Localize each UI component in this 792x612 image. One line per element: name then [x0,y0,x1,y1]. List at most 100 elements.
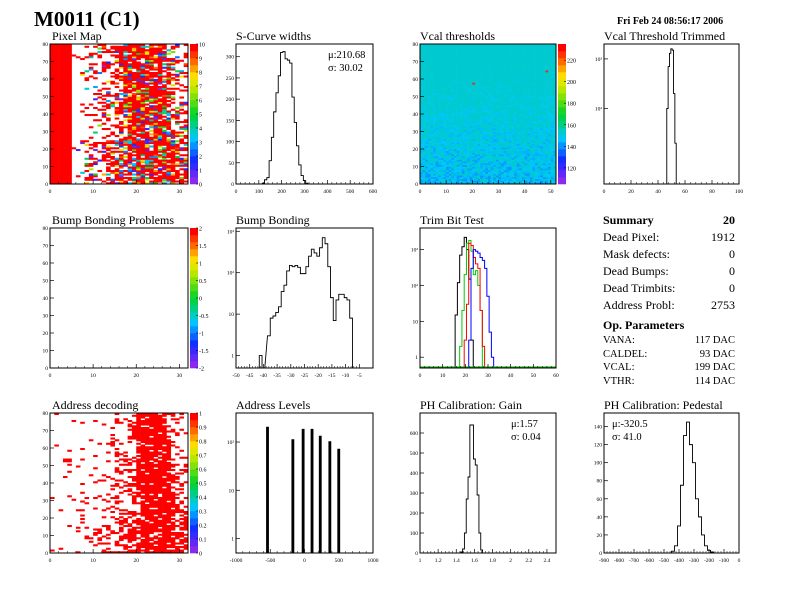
heatmap-cell [511,180,515,183]
heatmap-cell [514,108,518,111]
heatmap-cell [503,65,507,68]
heatmap-cell [448,136,452,139]
heatmap-cell [183,63,189,66]
heatmap-cell [519,140,523,143]
heatmap-cell [446,124,450,127]
heatmap-cell [438,49,442,52]
heatmap-cell [153,173,159,176]
heatmap-cell [440,159,444,162]
heatmap-cell [438,138,442,141]
heatmap-cell [511,51,515,54]
heatmap-cell [516,136,520,139]
heatmap-cell [440,110,444,113]
heatmap-cell [461,122,465,125]
heatmap-cell [495,100,499,103]
heatmap-cell [430,177,434,180]
heatmap-cell [435,47,439,50]
heatmap-cell [448,150,452,153]
heatmap-cell [522,100,525,103]
heatmap-cell [477,66,481,69]
heatmap-cell [420,161,423,164]
heatmap-cell [149,133,154,136]
heatmap-cell [495,51,499,54]
heatmap-cell [123,108,128,111]
heatmap-cell [467,166,470,169]
heatmap-cell [488,66,491,69]
heatmap-cell [179,164,184,167]
heatmap-cell [448,77,452,80]
heatmap-cell [508,142,512,145]
heatmap-cell [425,79,429,82]
heatmap-cell [430,47,434,50]
heatmap-cell [84,77,90,80]
heatmap-cell [157,66,163,69]
y-tick-label: 0 [231,182,234,188]
heatmap-cell [433,105,436,108]
heatmap-cell [420,51,423,54]
heatmap-cell [467,159,470,162]
heatmap-cell [438,114,442,117]
heatmap-cell [440,70,444,73]
heatmap-cell [58,114,64,117]
heatmap-cell [495,133,499,136]
heatmap-cell [480,149,484,152]
heatmap-cell [519,164,523,167]
heatmap-cell [472,161,476,164]
heatmap-cell [493,107,497,110]
heatmap-cell [488,170,491,173]
heatmap-cell [459,164,463,167]
heatmap-cell [166,135,172,138]
heatmap-cell [131,140,137,143]
heatmap-cell [506,70,510,73]
heatmap-cell [136,105,141,108]
heatmap-cell [493,168,497,171]
heatmap-cell [474,126,478,129]
heatmap-cell [448,119,452,122]
heatmap-cell [490,131,494,134]
heatmap-cell [454,147,457,150]
heatmap-cell [433,161,436,164]
heatmap-cell [498,177,502,180]
heatmap-cell [498,124,502,127]
heatmap-cell [474,91,478,94]
heatmap-cell [514,45,518,48]
heatmap-cell [480,96,484,99]
heatmap-cell [508,164,512,167]
palette-swatch [190,107,198,115]
heatmap-cell [482,121,486,124]
heatmap-cell [425,82,429,85]
heatmap-cell [435,98,439,101]
heatmap-cell [448,75,452,78]
heatmap-cell [482,149,486,152]
heatmap-cell [162,154,167,157]
heatmap-cell [482,177,486,180]
heatmap-cell [451,101,455,104]
heatmap-cell [490,105,494,108]
heatmap-cell [67,168,72,171]
heatmap-cell [454,94,457,97]
heatmap-cell [440,143,444,146]
heatmap-cell [123,51,128,54]
heatmap-cell [501,124,504,127]
heatmap-cell [119,131,124,134]
heatmap-cell [464,121,468,124]
heatmap-cell [153,157,159,160]
heatmap-cell [464,115,468,118]
heatmap-cell [485,159,489,162]
heatmap-cell [498,51,502,54]
heatmap-cell [438,142,442,145]
heatmap-cell [50,129,55,132]
heatmap-cell [511,73,515,76]
heatmap-cell [58,173,64,176]
heatmap-cell [501,136,504,139]
heatmap-cell [170,159,176,162]
heatmap-cell [123,61,128,64]
heatmap-cell [149,119,154,122]
heatmap-cell [435,73,439,76]
heatmap-cell [170,61,176,64]
heatmap-cell [522,84,525,87]
heatmap-cell [153,166,159,169]
heatmap-cell [62,175,68,178]
heatmap-cell [474,159,478,162]
